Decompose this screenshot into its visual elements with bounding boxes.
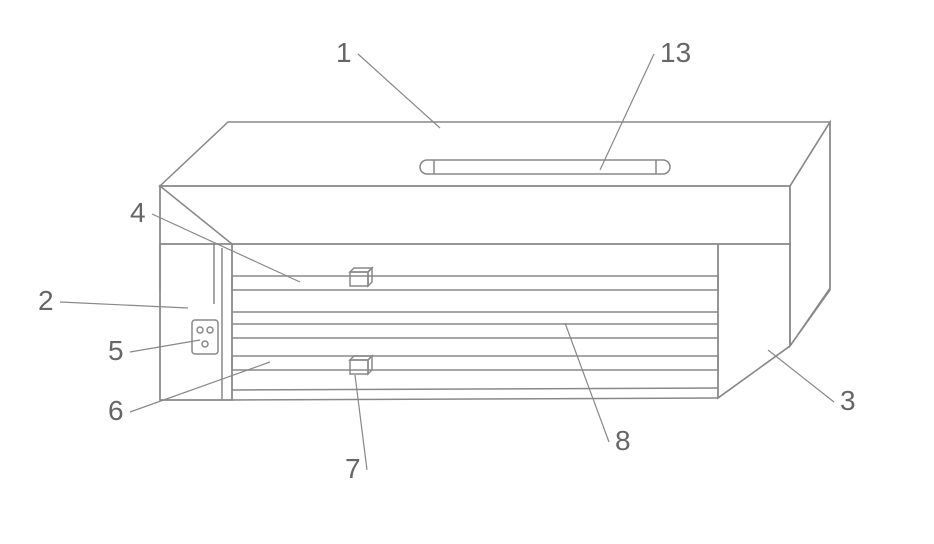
label-2: 2	[38, 285, 54, 316]
label-7: 7	[345, 453, 361, 484]
label-1: 1	[336, 37, 352, 68]
engineering-diagram: 1 13 4 2 5 6 7 8 3	[0, 0, 934, 544]
label-5: 5	[108, 335, 124, 366]
label-13: 13	[660, 37, 691, 68]
label-4: 4	[130, 197, 146, 228]
label-8: 8	[615, 425, 631, 456]
label-6: 6	[108, 395, 124, 426]
label-3: 3	[840, 385, 856, 416]
